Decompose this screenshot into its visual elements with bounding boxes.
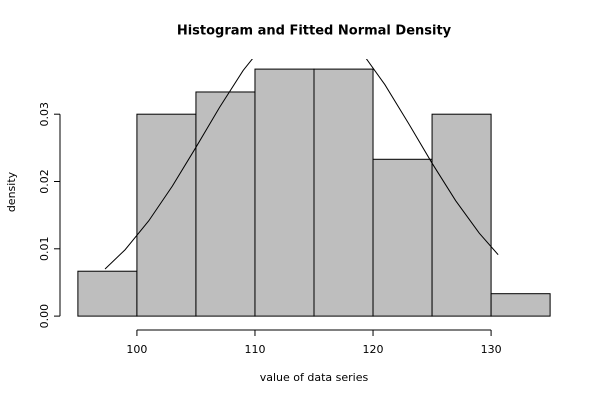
bar <box>136 113 197 317</box>
bar <box>490 293 551 317</box>
y-tick-label: 0.03 <box>38 102 51 127</box>
x-tick-label: 120 <box>363 343 384 356</box>
x-axis-label: value of data series <box>260 371 369 384</box>
bar <box>313 68 374 317</box>
x-tick-label: 130 <box>481 343 502 356</box>
bar <box>431 113 492 317</box>
x-tick-label: 100 <box>126 343 147 356</box>
y-tick-label: 0.00 <box>38 304 51 329</box>
bar <box>77 270 138 317</box>
density-curve <box>104 59 499 270</box>
y-tick-label: 0.02 <box>38 169 51 194</box>
bar <box>254 68 315 317</box>
bar <box>372 158 433 317</box>
y-axis-label: density <box>5 171 18 212</box>
x-tick-label: 110 <box>244 343 265 356</box>
y-tick-label: 0.01 <box>38 237 51 261</box>
bar <box>195 91 256 317</box>
curve-group <box>104 59 499 270</box>
chart-title: Histogram and Fitted Normal Density <box>177 24 452 39</box>
